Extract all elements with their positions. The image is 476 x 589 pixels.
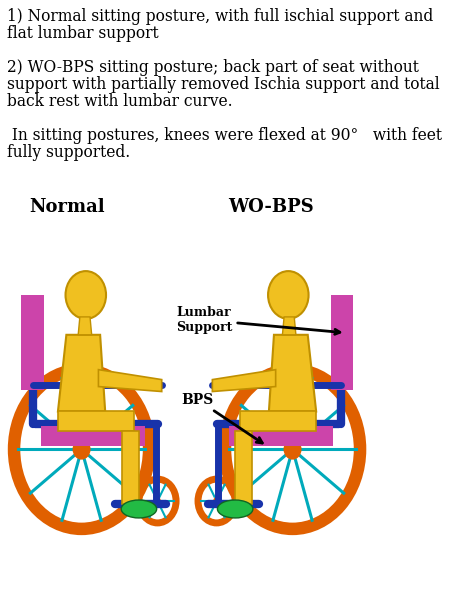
Text: flat lumbar support: flat lumbar support [7,25,159,42]
Text: In sitting postures, knees were flexed at 90°   with feet: In sitting postures, knees were flexed a… [7,127,442,144]
Polygon shape [58,335,105,412]
Polygon shape [212,370,276,392]
Polygon shape [78,317,92,335]
Circle shape [285,441,300,458]
Polygon shape [99,370,162,392]
Text: BPS: BPS [181,392,262,443]
Polygon shape [58,412,134,431]
Polygon shape [269,335,316,412]
Text: Normal: Normal [30,198,105,216]
Polygon shape [282,317,296,335]
Polygon shape [21,295,44,389]
Circle shape [154,497,161,505]
Polygon shape [122,431,139,504]
Text: WO-BPS: WO-BPS [228,198,314,216]
Text: 2) WO-BPS sitting posture; back part of seat without: 2) WO-BPS sitting posture; back part of … [7,59,419,76]
Circle shape [213,497,220,505]
Ellipse shape [121,500,157,518]
Polygon shape [235,431,252,504]
Text: Lumbar
Support: Lumbar Support [176,306,340,335]
Polygon shape [41,426,145,446]
Circle shape [66,271,106,319]
Text: back rest with lumbar curve.: back rest with lumbar curve. [7,93,233,110]
Polygon shape [229,426,333,446]
Ellipse shape [218,500,253,518]
Polygon shape [240,412,316,431]
Circle shape [268,271,308,319]
Text: fully supported.: fully supported. [7,144,130,161]
Text: 1) Normal sitting posture, with full ischial support and: 1) Normal sitting posture, with full isc… [7,8,434,25]
Circle shape [74,441,89,458]
Polygon shape [330,295,353,389]
Text: support with partially removed Ischia support and total: support with partially removed Ischia su… [7,76,440,93]
